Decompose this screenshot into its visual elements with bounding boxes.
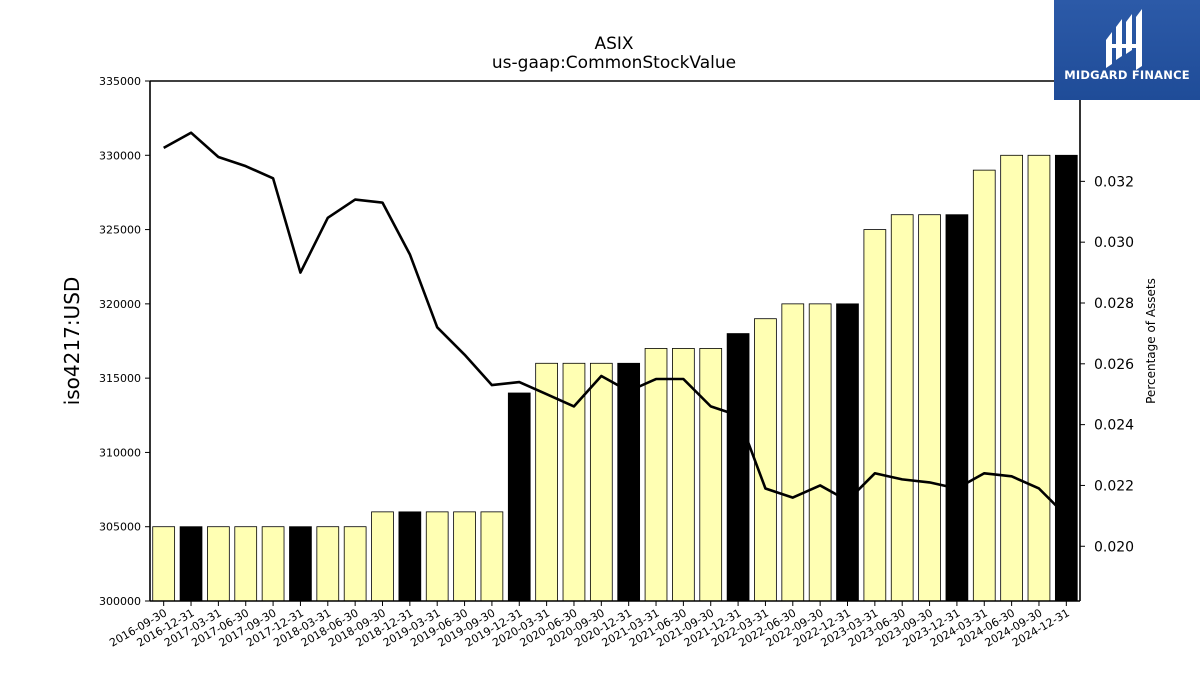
bar-2023-09-30 — [918, 214, 941, 602]
bar-2019-09-30 — [480, 511, 504, 602]
bar-2017-03-31 — [207, 526, 230, 602]
logo-text: MIDGARD FINANCE — [1064, 68, 1190, 82]
bars-group — [152, 154, 1078, 602]
bar-2016-12-31 — [179, 526, 203, 602]
logo-mark-icon — [1106, 9, 1142, 70]
bar-2022-03-31 — [754, 318, 777, 602]
bar-2017-09-30 — [261, 526, 285, 602]
bar-2023-06-30 — [890, 214, 914, 602]
bar-2019-03-31 — [425, 511, 449, 602]
bar-2021-12-31 — [726, 333, 750, 602]
bar-2018-06-30 — [343, 526, 367, 602]
bar-2016-09-30 — [152, 526, 176, 602]
y2-tick-label: 0.020 — [1094, 539, 1134, 555]
right-ticks: 0.020 0.022 0.024 0.026 0.028 0.030 0.032 — [1080, 174, 1134, 555]
y2-tick-label: 0.022 — [1094, 478, 1134, 494]
bar-2020-09-30 — [589, 362, 613, 602]
bar-2019-06-30 — [453, 511, 476, 602]
bar-2024-06-30 — [1000, 154, 1023, 602]
bar-2024-09-30 — [1027, 154, 1051, 602]
bar-2024-12-31 — [1054, 154, 1078, 602]
bar-2021-09-30 — [699, 348, 723, 602]
y-tick-label: 300000 — [99, 595, 141, 608]
y-tick-label: 320000 — [99, 298, 141, 311]
y2-tick-label: 0.032 — [1094, 174, 1134, 190]
bar-2018-09-30 — [371, 511, 394, 602]
bar-2017-06-30 — [234, 526, 258, 602]
y-tick-label: 315000 — [99, 372, 141, 385]
bar-2022-06-30 — [781, 303, 805, 602]
y-tick-label: 330000 — [99, 149, 141, 162]
bar-2023-03-31 — [863, 229, 887, 602]
y2-tick-label: 0.024 — [1094, 418, 1134, 434]
bar-2022-09-30 — [808, 303, 832, 602]
y-tick-label: 335000 — [99, 75, 141, 88]
bar-2017-12-31 — [289, 526, 312, 602]
y-axis-label: iso4217:USD — [60, 277, 84, 406]
midgard-finance-logo: MIDGARD FINANCE — [1054, 0, 1200, 100]
y-tick-label: 310000 — [99, 446, 141, 459]
chart-subtitle: us-gaap:CommonStockValue — [492, 53, 736, 73]
bar-2021-03-31 — [644, 348, 668, 602]
y-tick-label: 305000 — [99, 521, 141, 534]
bar-2019-12-31 — [507, 392, 531, 602]
x-ticks: 2016-09-302016-12-312017-03-312017-06-30… — [107, 601, 1072, 650]
y2-axis-label: Percentage of Assets — [1144, 278, 1158, 404]
y2-tick-label: 0.030 — [1094, 235, 1134, 251]
bar-2022-12-31 — [836, 303, 859, 602]
axes-group — [149, 80, 1081, 602]
y-tick-label: 325000 — [99, 224, 141, 237]
bar-2018-03-31 — [316, 526, 340, 602]
bar-2023-12-31 — [945, 214, 969, 602]
chart-title: ASIX — [594, 34, 633, 54]
y2-tick-label: 0.026 — [1094, 357, 1134, 373]
bar-2020-12-31 — [617, 362, 641, 602]
line-group — [163, 131, 1068, 517]
bar-2018-12-31 — [398, 511, 422, 602]
left-ticks: 300000 305000 310000 315000 320000 325000 3300… — [99, 75, 150, 608]
percentage-of-assets-line — [163, 131, 1068, 517]
y2-tick-label: 0.028 — [1094, 296, 1134, 312]
bar-2024-03-31 — [972, 169, 996, 602]
